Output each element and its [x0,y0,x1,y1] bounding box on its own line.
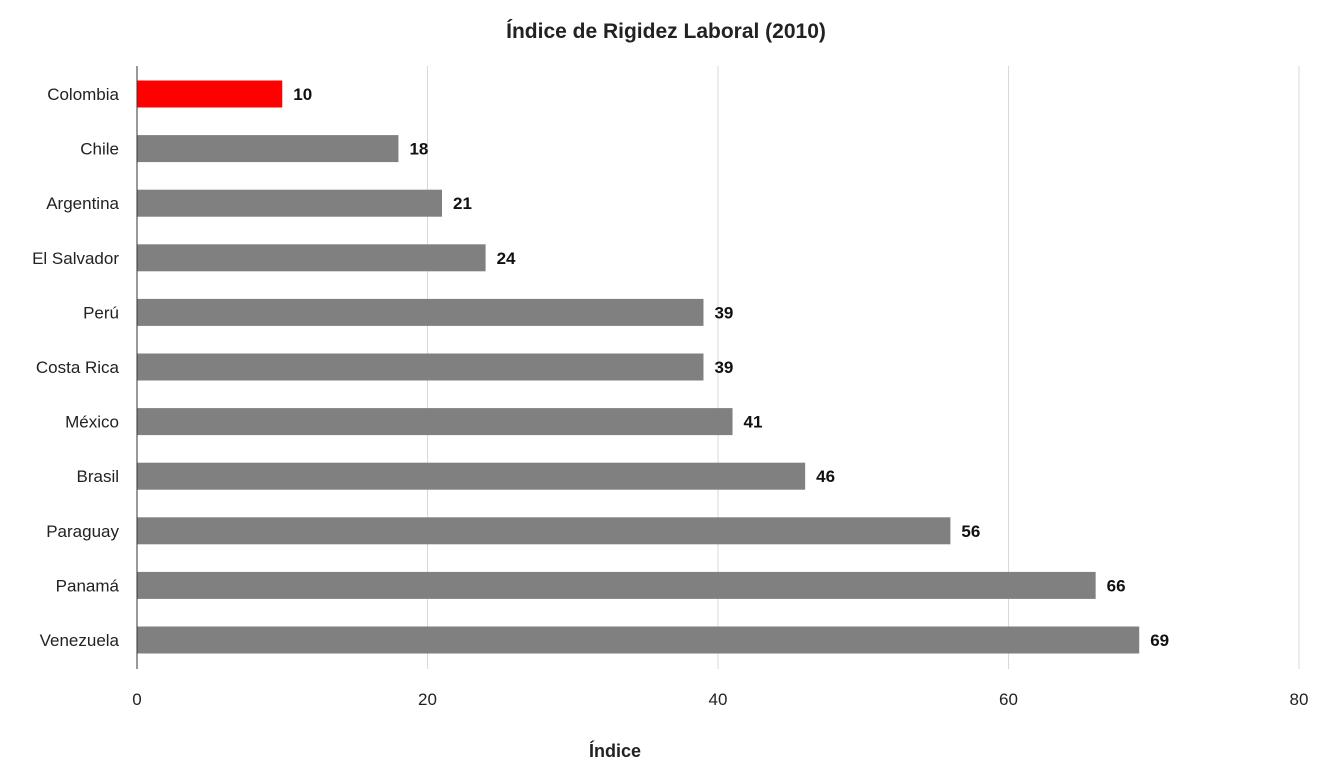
category-label: Brasil [76,467,119,486]
category-labels: Colombia Chile Argentina El Salvador Perú Cos… [32,85,119,650]
value-labels: 10 18 21 24 39 39 41 46 56 66 69 [293,85,1169,650]
category-label: Chile [80,140,119,159]
value-label: 39 [714,358,733,377]
value-label: 56 [961,522,980,541]
bar-costa-rica [137,353,704,381]
category-label: México [65,413,119,432]
bar-argentina [137,189,443,217]
x-tick-label: 20 [418,690,437,709]
value-label: 41 [744,413,763,432]
category-label: Perú [83,303,119,322]
category-label: El Salvador [32,249,119,268]
bar-chile [137,135,399,163]
bar-panamá [137,571,1096,599]
x-tick-label: 80 [1290,690,1309,709]
category-label: Venezuela [40,631,120,650]
bar-el-salvador [137,244,486,272]
value-label: 46 [816,467,835,486]
value-label: 69 [1150,631,1169,650]
bar-colombia [137,80,283,108]
category-label: Panamá [56,576,120,595]
chart-title: Índice de Rigidez Laboral (2010) [506,20,826,43]
x-tick-label: 40 [709,690,728,709]
x-tick-label: 60 [999,690,1018,709]
x-tick-label: 0 [132,690,141,709]
category-label: Argentina [46,194,119,213]
value-label: 39 [714,303,733,322]
bar-brasil [137,462,806,490]
bar-paraguay [137,517,951,545]
bar-venezuela [137,626,1140,654]
category-label: Costa Rica [36,358,120,377]
value-label: 24 [497,249,516,268]
bars [137,80,1140,654]
x-axis-tick-labels: 0 20 40 60 80 [132,690,1308,709]
value-label: 21 [453,194,472,213]
category-label: Paraguay [46,522,119,541]
bar-perú [137,298,704,326]
category-label: Colombia [47,85,119,104]
value-label: 18 [409,140,428,159]
x-axis-title: Índice [589,740,641,760]
value-label: 66 [1107,576,1126,595]
value-label: 10 [293,85,312,104]
bar-méxico [137,408,733,436]
